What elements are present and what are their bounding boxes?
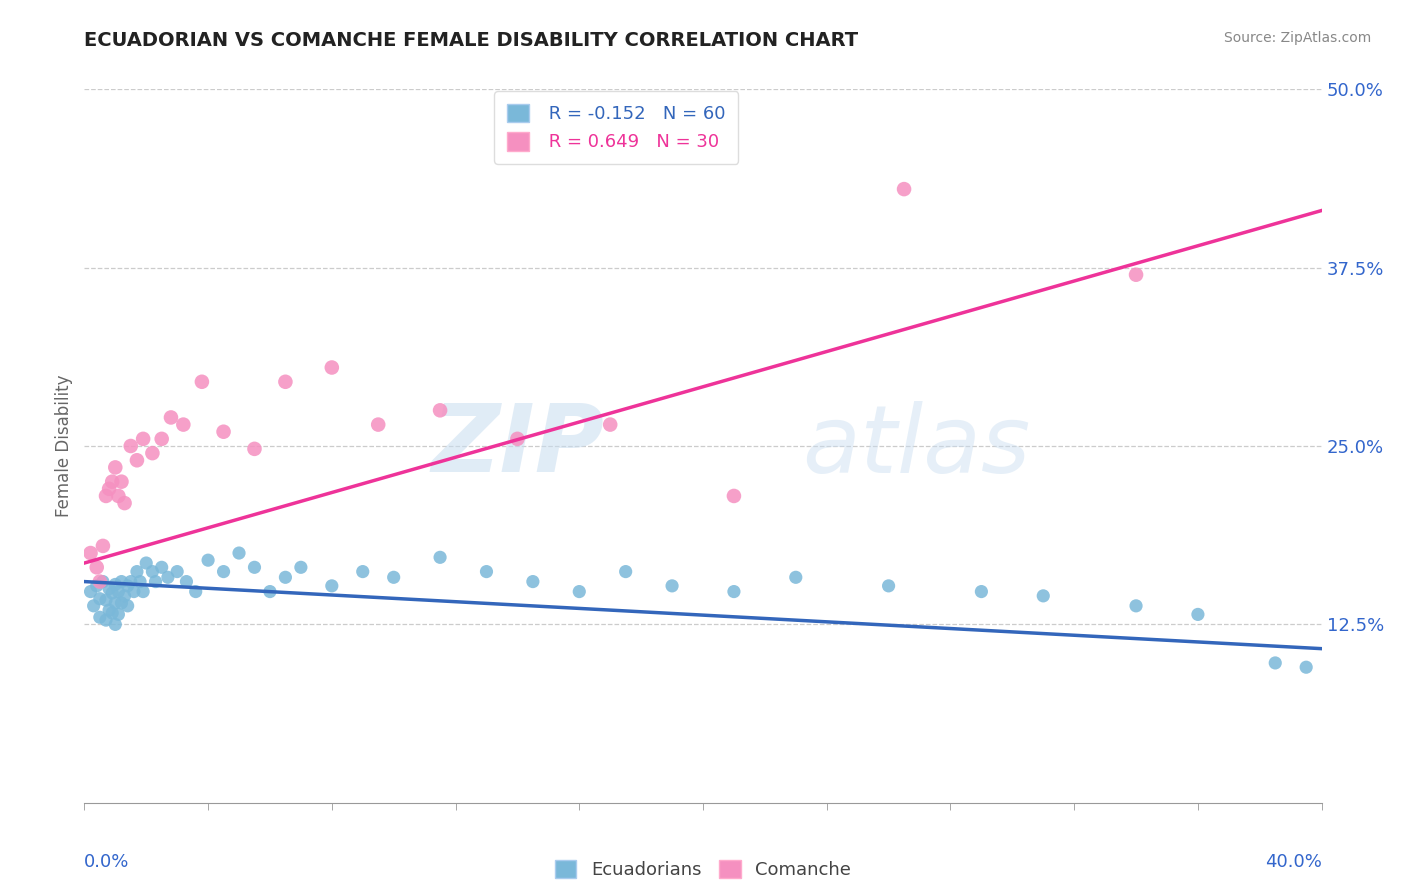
Point xyxy=(94,613,117,627)
Point xyxy=(274,375,297,389)
Y-axis label: Female Disability: Female Disability xyxy=(55,375,73,517)
Point xyxy=(382,570,405,584)
Point xyxy=(321,579,343,593)
Point xyxy=(243,560,266,574)
Point xyxy=(107,607,129,622)
Point xyxy=(104,596,127,610)
Text: 0.0%: 0.0% xyxy=(84,853,129,871)
Point xyxy=(110,574,132,589)
Point xyxy=(141,565,163,579)
Point xyxy=(79,546,101,560)
Point xyxy=(723,489,745,503)
Point xyxy=(98,582,121,596)
Point xyxy=(132,432,155,446)
Point xyxy=(94,489,117,503)
Point xyxy=(228,546,250,560)
Point xyxy=(429,550,451,565)
Point xyxy=(107,489,129,503)
Point xyxy=(94,593,117,607)
Point xyxy=(290,560,312,574)
Point xyxy=(125,453,148,467)
Point xyxy=(160,410,183,425)
Text: atlas: atlas xyxy=(801,401,1031,491)
Point xyxy=(352,565,374,579)
Point xyxy=(599,417,621,432)
Point xyxy=(475,565,498,579)
Point xyxy=(110,596,132,610)
Point xyxy=(104,460,127,475)
Point xyxy=(120,439,142,453)
Point xyxy=(101,475,124,489)
Point xyxy=(125,565,148,579)
Point xyxy=(101,606,124,620)
Point xyxy=(141,446,163,460)
Point xyxy=(893,182,915,196)
Point xyxy=(166,565,188,579)
Text: ZIP: ZIP xyxy=(432,400,605,492)
Text: 40.0%: 40.0% xyxy=(1265,853,1322,871)
Point xyxy=(91,574,114,589)
Point xyxy=(114,496,136,510)
Point xyxy=(568,584,591,599)
Point xyxy=(367,417,389,432)
Text: Source: ZipAtlas.com: Source: ZipAtlas.com xyxy=(1223,31,1371,45)
Point xyxy=(132,584,155,599)
Point xyxy=(150,432,173,446)
Point xyxy=(98,482,121,496)
Point xyxy=(122,584,145,599)
Point xyxy=(212,425,235,439)
Point xyxy=(117,579,139,593)
Point xyxy=(191,375,214,389)
Point xyxy=(1125,599,1147,613)
Point xyxy=(970,584,993,599)
Point xyxy=(110,475,132,489)
Point xyxy=(83,599,105,613)
Point xyxy=(104,617,127,632)
Point xyxy=(243,442,266,456)
Point xyxy=(89,610,111,624)
Point xyxy=(614,565,637,579)
Point xyxy=(197,553,219,567)
Point xyxy=(120,574,142,589)
Point xyxy=(785,570,807,584)
Point xyxy=(1032,589,1054,603)
Point xyxy=(661,579,683,593)
Point xyxy=(145,574,167,589)
Point xyxy=(176,574,198,589)
Text: ECUADORIAN VS COMANCHE FEMALE DISABILITY CORRELATION CHART: ECUADORIAN VS COMANCHE FEMALE DISABILITY… xyxy=(84,31,859,50)
Point xyxy=(1295,660,1317,674)
Point xyxy=(877,579,900,593)
Point xyxy=(259,584,281,599)
Point xyxy=(150,560,173,574)
Legend: Ecuadorians, Comanche: Ecuadorians, Comanche xyxy=(547,853,859,887)
Point xyxy=(212,565,235,579)
Point xyxy=(91,539,114,553)
Point xyxy=(429,403,451,417)
Point xyxy=(274,570,297,584)
Point xyxy=(86,579,108,593)
Point xyxy=(522,574,544,589)
Point xyxy=(184,584,207,599)
Point xyxy=(101,586,124,600)
Point xyxy=(86,560,108,574)
Point xyxy=(321,360,343,375)
Point xyxy=(107,584,129,599)
Point xyxy=(89,574,111,589)
Point xyxy=(1264,656,1286,670)
Point xyxy=(506,432,529,446)
Point xyxy=(104,577,127,591)
Point xyxy=(1125,268,1147,282)
Point xyxy=(89,591,111,606)
Point xyxy=(114,589,136,603)
Point xyxy=(135,556,157,570)
Point xyxy=(98,603,121,617)
Point xyxy=(129,574,152,589)
Point xyxy=(723,584,745,599)
Point xyxy=(1187,607,1209,622)
Point xyxy=(79,584,101,599)
Point xyxy=(117,599,139,613)
Point xyxy=(172,417,194,432)
Point xyxy=(156,570,179,584)
